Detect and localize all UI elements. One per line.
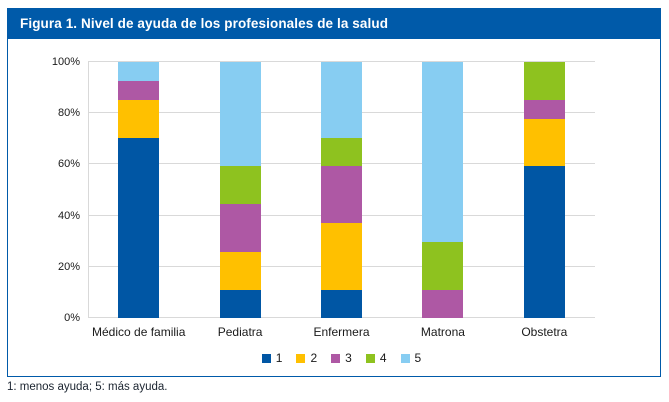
x-axis-labels: Médico de familia Pediatra Enfermera Matron… xyxy=(88,325,595,339)
legend-item: 5 xyxy=(400,351,422,365)
x-axis-label: Médico de familia xyxy=(92,325,186,339)
legend-swatch xyxy=(400,353,410,363)
bar-Médico de familia xyxy=(118,62,160,318)
bar-segment-5 xyxy=(422,62,464,243)
gridline xyxy=(88,61,595,62)
y-axis-label: 0% xyxy=(64,312,80,324)
bar-segment-2 xyxy=(523,118,565,167)
bar-slot xyxy=(291,62,392,318)
y-axis-label: 40% xyxy=(57,209,80,222)
x-axis-label: Pediatra xyxy=(217,325,263,339)
legend-label: 2 xyxy=(310,351,318,365)
y-axis-label: 100% xyxy=(51,56,80,68)
x-axis-label: Enfermera xyxy=(313,325,370,339)
bar-segment-2 xyxy=(219,251,261,290)
y-axis-label: 20% xyxy=(57,260,80,273)
legend-swatch xyxy=(261,353,271,363)
bar-segment-1 xyxy=(219,289,261,318)
figure-title-bar: Figura 1. Nivel de ayuda de los profesio… xyxy=(8,9,660,39)
bar-Matrona xyxy=(422,62,464,318)
bar-Pediatra xyxy=(219,62,261,318)
legend-item: 1 xyxy=(261,351,283,365)
x-axis-label: Obstetra xyxy=(521,325,568,339)
bar-segment-1 xyxy=(523,166,565,318)
bar-segment-4 xyxy=(321,138,363,167)
bar-segment-2 xyxy=(321,223,363,290)
bar-segment-5 xyxy=(321,62,363,139)
legend-label: 5 xyxy=(414,351,422,365)
figure-footnote: 1: menos ayuda; 5: más ayuda. xyxy=(7,381,168,393)
legend-label: 3 xyxy=(345,351,352,365)
bar-slot xyxy=(392,62,493,318)
bar-slot xyxy=(494,62,595,318)
legend-swatch xyxy=(296,353,306,363)
legend-item: 4 xyxy=(365,351,387,365)
y-axis-label: 80% xyxy=(57,107,80,120)
bar-segment-3 xyxy=(422,289,464,318)
bar-slot xyxy=(189,62,290,318)
stacked-bar-chart: 0% 20% 40% 60% 80% 100% Médico de familia Pedi… xyxy=(52,56,595,365)
bar-segment-4 xyxy=(219,166,261,205)
bar-segment-4 xyxy=(523,62,565,100)
bar-segment-5 xyxy=(118,62,160,81)
bar-Enfermera xyxy=(321,62,363,318)
legend-swatch xyxy=(365,353,375,363)
bar-segment-5 xyxy=(219,62,261,167)
figure-box: Figura 1. Nivel de ayuda de los profesio… xyxy=(7,8,661,377)
legend-item: 3 xyxy=(331,351,352,365)
bar-segment-1 xyxy=(321,289,363,318)
bar-segment-3 xyxy=(321,166,363,224)
bar-segment-3 xyxy=(219,204,261,252)
y-axis-line xyxy=(88,62,89,318)
bar-segment-1 xyxy=(118,137,160,318)
legend-item: 2 xyxy=(296,351,317,365)
bar-segment-2 xyxy=(118,99,160,138)
x-axis-label: Matrona xyxy=(420,325,465,339)
bar-Obstetra xyxy=(523,62,565,318)
legend-label: 1 xyxy=(275,351,283,365)
y-axis-label: 60% xyxy=(57,158,80,171)
legend-label: 4 xyxy=(379,351,387,365)
bars-layer xyxy=(88,62,595,318)
legend-swatch xyxy=(331,353,341,363)
bar-slot xyxy=(88,62,189,318)
bar-segment-3 xyxy=(118,80,160,100)
chart-legend: 1 2 3 4 5 xyxy=(88,351,595,365)
bar-segment-3 xyxy=(523,99,565,119)
bar-segment-4 xyxy=(422,242,464,290)
